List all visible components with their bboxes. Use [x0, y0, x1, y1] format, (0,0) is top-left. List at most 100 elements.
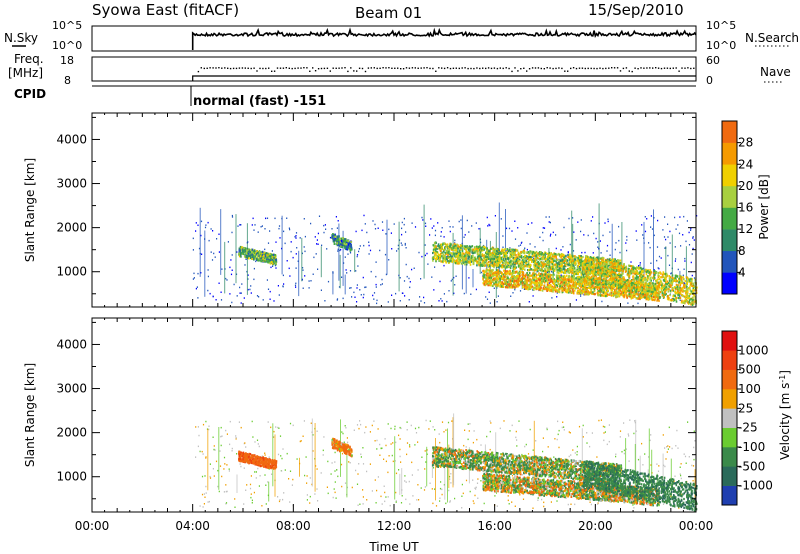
- echo-point: [440, 260, 442, 263]
- echo-point: [337, 250, 339, 252]
- echo-point: [650, 226, 652, 228]
- freq-point: [684, 67, 686, 69]
- echo-point: [641, 224, 643, 226]
- echo-point: [571, 261, 574, 265]
- echo-point: [629, 295, 631, 298]
- echo-point: [556, 292, 558, 294]
- echo-point: [435, 252, 437, 255]
- echo-point: [576, 268, 579, 271]
- echo-point: [452, 226, 454, 228]
- echo-point: [508, 257, 511, 260]
- echo-point: [331, 236, 334, 239]
- echo-point: [536, 267, 539, 270]
- echo-point: [549, 254, 551, 257]
- echo-point: [489, 302, 491, 304]
- echo-point: [501, 272, 503, 275]
- echo-point: [587, 268, 590, 271]
- echo-point: [476, 245, 479, 249]
- echo-point: [459, 256, 461, 259]
- echo-point: [577, 290, 579, 293]
- cpid-label: CPID: [14, 87, 46, 101]
- echo-point: [523, 277, 525, 280]
- echo-point: [513, 252, 515, 256]
- echo-point: [565, 262, 568, 265]
- cpid-panel: CPID normal (fast) -151: [14, 85, 696, 109]
- echo-point: [578, 280, 580, 283]
- echo-point: [508, 250, 510, 253]
- echo-point: [516, 257, 519, 260]
- echo-point: [538, 288, 541, 291]
- echo-point: [242, 252, 245, 255]
- echo-point: [486, 250, 488, 253]
- echo-point: [514, 220, 516, 222]
- echo-point: [683, 282, 685, 284]
- echo-point: [472, 261, 475, 264]
- echo-point: [359, 289, 361, 291]
- echo-point: [401, 221, 403, 224]
- echo-point: [522, 263, 525, 266]
- echo-point: [437, 247, 440, 250]
- echo-point: [439, 246, 441, 249]
- echo-point: [460, 256, 463, 259]
- echo-point: [563, 226, 565, 229]
- echo-point: [565, 255, 567, 258]
- echo-point: [565, 269, 568, 272]
- echo-point: [476, 260, 479, 263]
- echo-point: [505, 282, 508, 285]
- echo-point: [548, 284, 550, 287]
- echo-point: [548, 270, 551, 273]
- echo-point: [617, 259, 619, 262]
- echo-point: [337, 235, 340, 238]
- echo-point: [487, 276, 490, 279]
- echo-point: [557, 277, 560, 280]
- echo-point: [549, 235, 551, 237]
- echo-point: [253, 229, 255, 231]
- freq-point: [358, 67, 361, 69]
- echo-point: [484, 280, 486, 283]
- echo-point: [630, 261, 632, 263]
- echo-point: [560, 253, 563, 256]
- echo-point: [286, 217, 288, 219]
- echo-point: [243, 247, 245, 250]
- echo-point: [567, 285, 570, 288]
- echo-point: [485, 272, 488, 275]
- echo-point: [565, 282, 567, 285]
- echo-point: [479, 251, 481, 254]
- freq-point: [262, 67, 264, 70]
- echo-point: [454, 284, 456, 286]
- echo-point: [384, 253, 387, 256]
- echo-point: [274, 217, 276, 220]
- echo-point: [544, 263, 546, 266]
- echo-point: [580, 230, 582, 233]
- echo-point: [513, 284, 516, 287]
- echo-point: [336, 239, 339, 242]
- freq-point: [485, 67, 487, 70]
- echo-point: [670, 272, 672, 275]
- echo-point: [508, 284, 511, 287]
- echo-point: [329, 236, 332, 239]
- echo-point: [531, 256, 533, 259]
- echo-point: [593, 232, 595, 235]
- echo-point: [264, 248, 266, 251]
- echo-point: [525, 287, 527, 290]
- echo-point: [459, 253, 461, 256]
- echo-point: [561, 275, 564, 278]
- echo-point: [391, 294, 393, 296]
- echo-streak: [220, 209, 222, 275]
- echo-point: [521, 279, 524, 282]
- echo-point: [446, 243, 449, 246]
- echo-point: [239, 254, 242, 257]
- echo-point: [438, 300, 440, 302]
- echo-point: [513, 257, 516, 261]
- freq-point: [526, 70, 528, 72]
- echo-point: [346, 272, 348, 274]
- echo-point: [208, 239, 210, 242]
- echo-point: [304, 235, 306, 238]
- echo-point: [275, 241, 277, 243]
- echo-point: [266, 217, 269, 219]
- echo-point: [599, 240, 601, 242]
- echo-point: [461, 249, 464, 252]
- echo-point: [442, 257, 444, 260]
- echo-point: [302, 267, 304, 269]
- echo-point: [547, 276, 549, 279]
